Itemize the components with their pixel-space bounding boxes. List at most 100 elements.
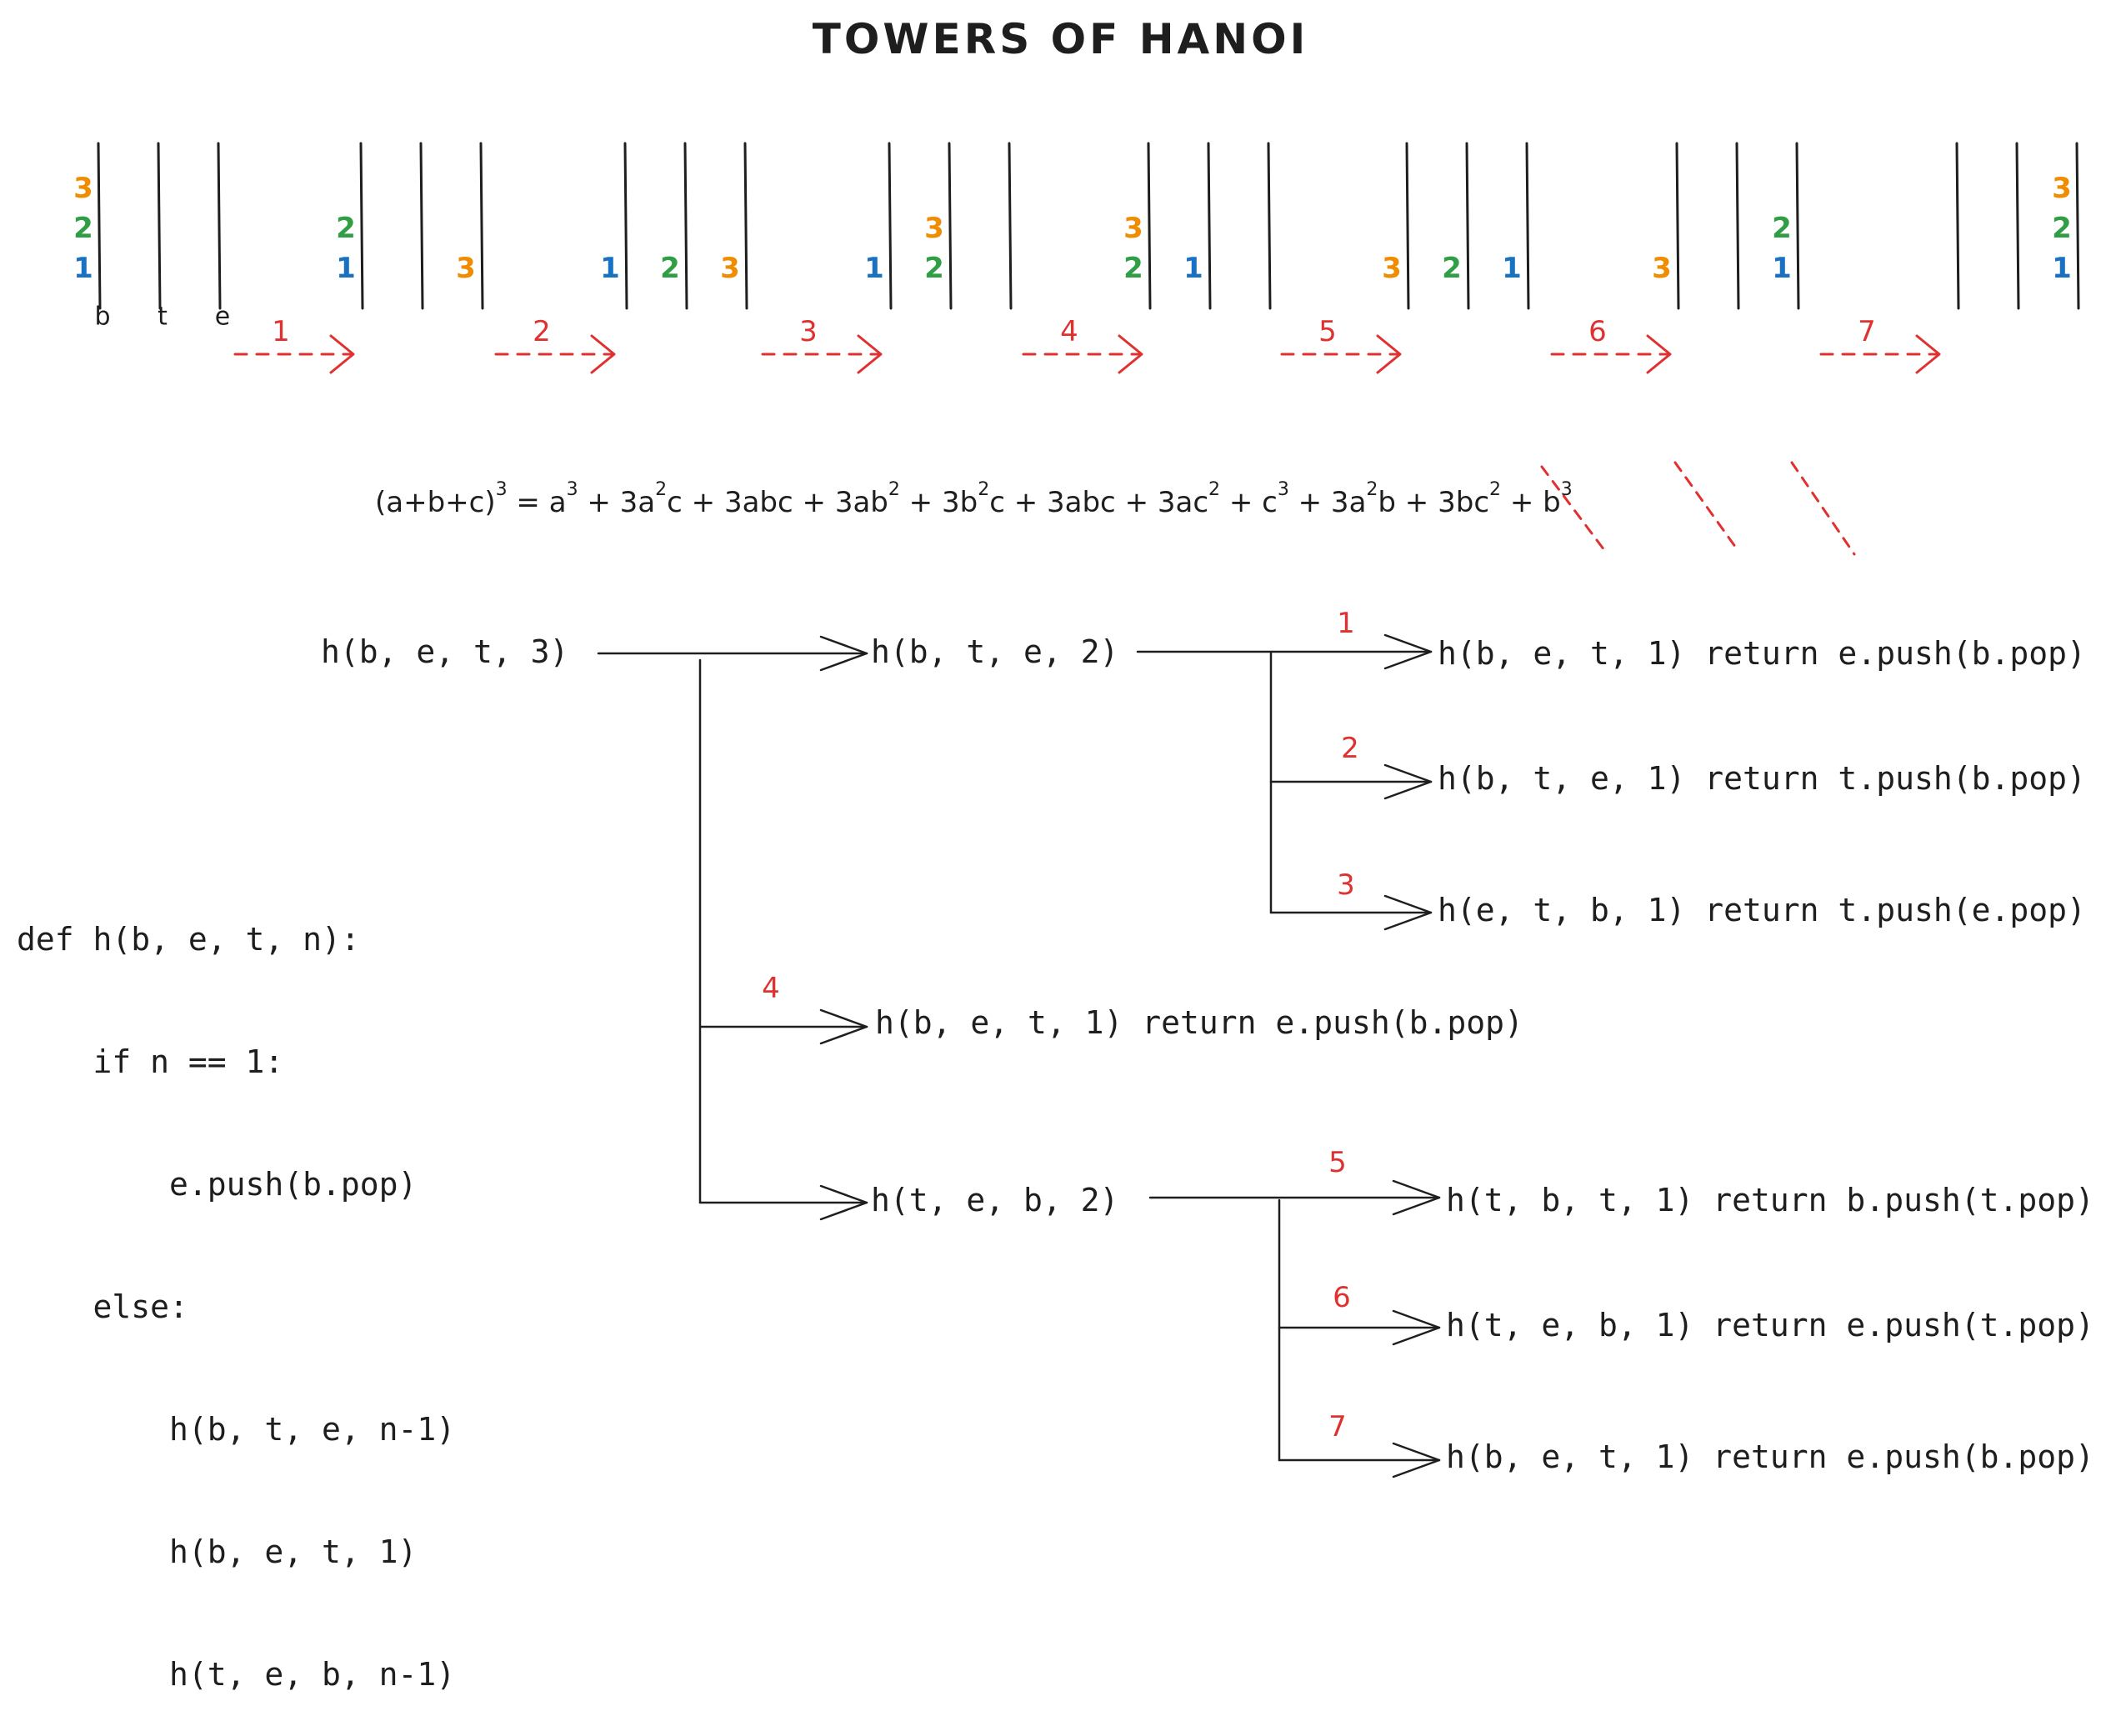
disk-3: 3 — [456, 252, 476, 285]
step-arrow-head — [1646, 334, 1672, 374]
peg — [743, 142, 748, 310]
disk-2: 2 — [1772, 212, 1792, 245]
peg — [683, 142, 688, 310]
formula-term: + c — [1220, 486, 1278, 519]
peg — [1207, 142, 1212, 310]
step-arrow-head — [329, 334, 355, 374]
formula-term: = a — [507, 486, 567, 519]
peg — [359, 142, 364, 310]
formula-exponent: 3 — [495, 479, 508, 500]
formula-term: c — [989, 486, 1005, 519]
peg — [217, 142, 222, 310]
tree-step-label: 1 — [1337, 607, 1355, 640]
peg — [888, 142, 893, 310]
formula-exponent: 2 — [1208, 479, 1221, 500]
disk-2: 2 — [336, 212, 356, 245]
peg — [1465, 142, 1470, 310]
tree-arrow-head — [819, 635, 868, 672]
peg — [97, 142, 102, 310]
strike-through — [1540, 465, 1606, 552]
step-label: 3 — [799, 315, 818, 348]
disk-2: 2 — [1442, 252, 1462, 285]
disk-1: 1 — [336, 252, 356, 285]
peg — [1008, 142, 1013, 310]
formula-term: + 3ab — [793, 486, 888, 519]
peg — [1795, 142, 1800, 310]
tree-step-label: 4 — [762, 972, 780, 1005]
disk-3: 3 — [924, 212, 944, 245]
tree-arrow-head — [1392, 1309, 1441, 1346]
tree-arrow-head — [1392, 1442, 1441, 1478]
disk-2: 2 — [73, 212, 93, 245]
code-line: h(b, t, e, n-1) — [17, 1411, 456, 1448]
code-line: else: — [17, 1288, 188, 1325]
peg — [1525, 142, 1530, 310]
formula-exponent: 3 — [1277, 479, 1289, 500]
step-label: 5 — [1318, 315, 1337, 348]
peg — [2015, 142, 2020, 310]
disk-3: 3 — [2052, 172, 2072, 205]
formula-exponent: 3 — [566, 479, 578, 500]
code-line: if n == 1: — [17, 1043, 284, 1080]
peg — [1675, 142, 1680, 310]
disk-3: 3 — [1652, 252, 1672, 285]
disk-1: 1 — [73, 252, 93, 285]
peg — [157, 142, 162, 310]
tree-arrow-head — [1392, 1179, 1441, 1216]
formula-exponent: 2 — [655, 479, 668, 500]
tree-arrow-head — [1383, 763, 1433, 800]
disk-3: 3 — [720, 252, 740, 285]
step-arrow-head — [1376, 334, 1402, 374]
disk-2: 2 — [924, 252, 944, 285]
strike-through — [1673, 461, 1739, 552]
step-arrow-head — [590, 334, 616, 374]
diagram-canvas — [97, 142, 2080, 1478]
call-root: h(b, e, t, 3) — [321, 633, 569, 670]
call-level1-a: h(b, t, e, 2) — [871, 633, 1119, 670]
formula-exponent: 2 — [888, 479, 900, 500]
formula-term: c — [667, 486, 683, 519]
formula-term: b — [1378, 486, 1396, 519]
code-line: def h(b, e, t, n): — [17, 921, 360, 958]
step-label: 2 — [533, 315, 551, 348]
formula-lhs: (a+b+c) — [375, 486, 496, 519]
code-line: e.push(b.pop) — [17, 1166, 418, 1203]
disk-1: 1 — [600, 252, 620, 285]
call-level2-b: h(b, t, e, 1) return t.push(b.pop) — [1438, 760, 2086, 797]
trinomial-formula: (a+b+c)3 = a3 + 3a2c + 3abc + 3ab2 + 3b2… — [375, 479, 1573, 519]
peg — [1405, 142, 1410, 310]
tree-step-label: 3 — [1337, 868, 1355, 902]
step-label: 6 — [1588, 315, 1607, 348]
call-level2-f: h(b, e, t, 1) return e.push(b.pop) — [1446, 1438, 2094, 1475]
disk-3: 3 — [73, 172, 93, 205]
tree-arrow-head — [819, 1008, 868, 1045]
disk-2: 2 — [2052, 212, 2072, 245]
peg — [1147, 142, 1152, 310]
disk-1: 1 — [864, 252, 884, 285]
disk-3: 3 — [1123, 212, 1143, 245]
formula-term: + 3b — [899, 486, 978, 519]
tree-arrow-head — [1383, 894, 1433, 931]
disk-2: 2 — [1123, 252, 1143, 285]
code-line: h(b, e, t, 1) — [17, 1533, 418, 1570]
step-label: 4 — [1060, 315, 1078, 348]
formula-exponent: 2 — [978, 479, 990, 500]
tree-step-label: 5 — [1328, 1146, 1347, 1179]
step-arrow-head — [857, 334, 883, 374]
tree-step-label: 6 — [1333, 1281, 1351, 1314]
tree-step-label: 2 — [1341, 732, 1359, 765]
disk-1: 1 — [1502, 252, 1522, 285]
disk-3: 3 — [1382, 252, 1402, 285]
peg-label-e: e — [214, 302, 231, 332]
peg — [623, 142, 628, 310]
hanoi-code-block: def h(b, e, t, n): if n == 1: e.push(b.p… — [17, 838, 455, 1736]
peg — [948, 142, 953, 310]
call-level2-a: h(b, e, t, 1) return e.push(b.pop) — [1438, 635, 2086, 672]
formula-exponent: 2 — [1489, 479, 1502, 500]
peg — [419, 142, 424, 310]
call-level2-d: h(t, b, t, 1) return b.push(t.pop) — [1446, 1182, 2094, 1218]
peg — [2075, 142, 2080, 310]
formula-term: + 3a — [578, 486, 656, 519]
step-label: 7 — [1858, 315, 1876, 348]
step-arrow-head — [1915, 334, 1941, 374]
